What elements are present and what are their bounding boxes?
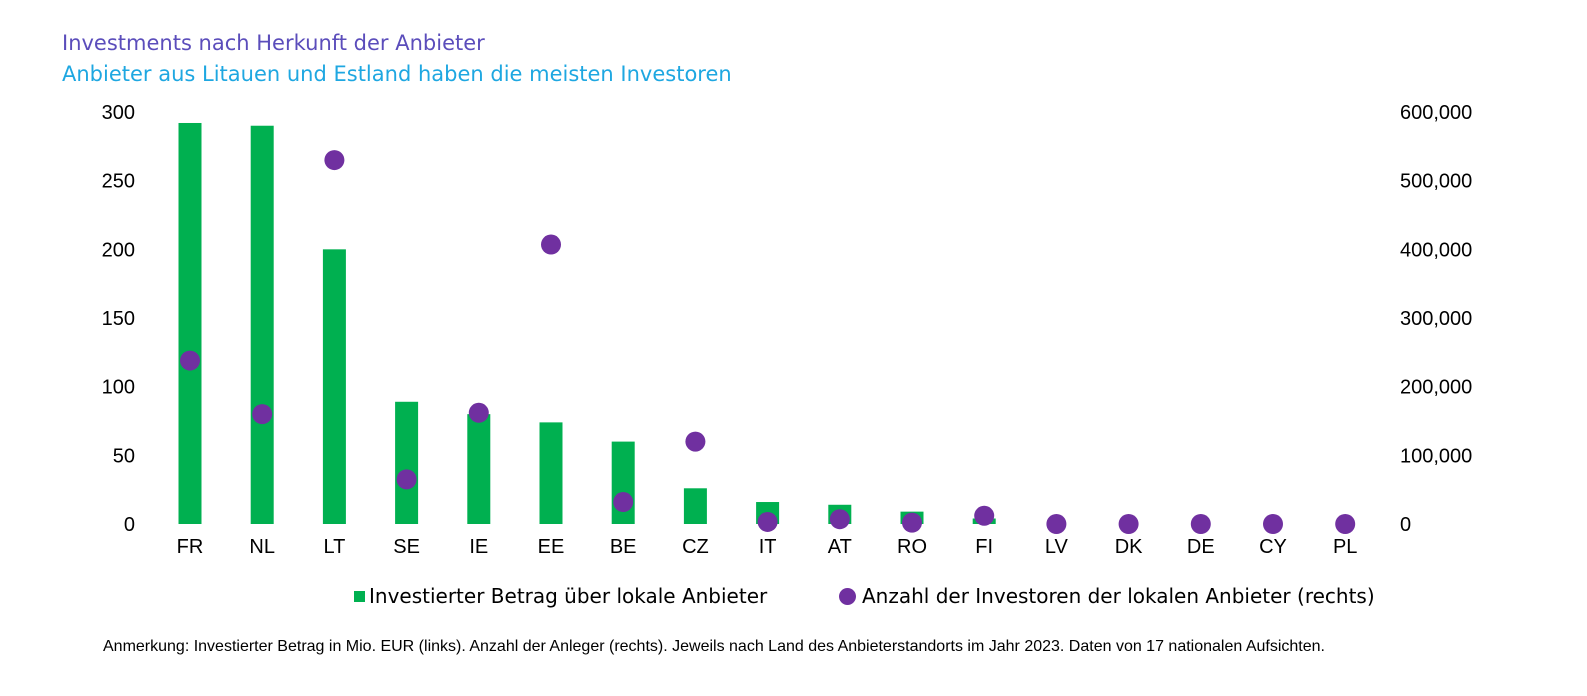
- data-point: [468, 402, 489, 423]
- chart-legend: Investierter Betrag über lokale Anbieter…: [0, 584, 1587, 614]
- x-axis-tick: CZ: [682, 536, 709, 558]
- x-axis-tick: DK: [1115, 536, 1143, 558]
- y-axis-left-tick: 150: [102, 308, 135, 330]
- bar: [467, 414, 491, 524]
- data-point: [324, 150, 345, 171]
- data-point: [974, 505, 995, 526]
- bar: [539, 422, 563, 524]
- legend-item-amount: Investierter Betrag über lokale Anbieter: [354, 584, 767, 608]
- chart-subtitle: Anbieter aus Litauen und Estland haben d…: [62, 62, 732, 86]
- x-axis-tick: DE: [1187, 536, 1215, 558]
- y-axis-left-tick: 300: [102, 102, 135, 124]
- x-axis-tick: IT: [759, 536, 777, 558]
- legend-swatch-dot: [839, 587, 856, 605]
- x-axis-tick: LT: [323, 536, 345, 558]
- y-axis-right-tick: 400,000: [1400, 239, 1472, 261]
- data-point: [541, 234, 561, 255]
- x-axis-tick: AT: [828, 536, 852, 558]
- x-axis-tick: IE: [469, 536, 488, 558]
- bar: [683, 488, 707, 524]
- data-point: [902, 512, 922, 533]
- x-axis-tick: FR: [177, 536, 204, 558]
- y-axis-left-tick: 100: [102, 377, 135, 399]
- x-axis-tick: PL: [1333, 536, 1357, 558]
- y-axis-right-tick: 200,000: [1400, 377, 1472, 399]
- data-point: [396, 469, 417, 490]
- data-point: [252, 404, 273, 425]
- y-axis-right-tick: 0: [1400, 514, 1411, 536]
- y-axis-left-tick: 250: [102, 171, 135, 193]
- x-axis-tick: SE: [393, 536, 420, 558]
- data-point: [685, 431, 706, 452]
- x-axis-tick: RO: [897, 536, 927, 558]
- data-point: [180, 350, 200, 371]
- data-point: [1046, 514, 1067, 534]
- data-point: [1190, 514, 1211, 534]
- x-axis-tick: NL: [249, 536, 275, 558]
- legend-label-investors: Anzahl der Investoren der lokalen Anbiet…: [862, 584, 1375, 608]
- data-point: [613, 492, 634, 513]
- data-point: [829, 509, 850, 530]
- x-axis-tick: CY: [1259, 536, 1287, 558]
- legend-swatch-bar: [354, 590, 365, 602]
- y-axis-right-tick: 500,000: [1400, 171, 1472, 193]
- legend-item-investors: Anzahl der Investoren der lokalen Anbiet…: [839, 584, 1375, 608]
- data-point: [1263, 514, 1283, 534]
- y-axis-left-tick: 200: [102, 239, 135, 261]
- legend-label-amount: Investierter Betrag über lokale Anbieter: [369, 584, 768, 608]
- chart-footnote: Anmerkung: Investierter Betrag in Mio. E…: [103, 638, 1325, 655]
- bar: [322, 249, 346, 525]
- data-point: [1118, 514, 1139, 534]
- y-axis-left-tick: 50: [113, 445, 135, 467]
- bar: [250, 125, 274, 524]
- x-axis-tick: LV: [1045, 536, 1069, 558]
- y-axis-right-tick: 100,000: [1400, 445, 1472, 467]
- bar: [178, 122, 202, 524]
- x-axis-tick: FI: [975, 536, 993, 558]
- data-point: [1335, 514, 1356, 534]
- x-axis-tick: EE: [538, 536, 565, 558]
- x-axis-tick: BE: [610, 536, 637, 558]
- bar: [395, 401, 419, 524]
- combo-chart: 0 50 100 150 200 250 300 0 100,000 200,000 300,000…: [102, 102, 1473, 558]
- data-point: [757, 511, 778, 532]
- y-axis-left-tick: 0: [124, 514, 135, 536]
- y-axis-right-tick: 300,000: [1400, 308, 1472, 330]
- chart-title: Investments nach Herkunft der Anbieter: [62, 31, 485, 55]
- y-axis-right-tick: 600,000: [1400, 102, 1472, 124]
